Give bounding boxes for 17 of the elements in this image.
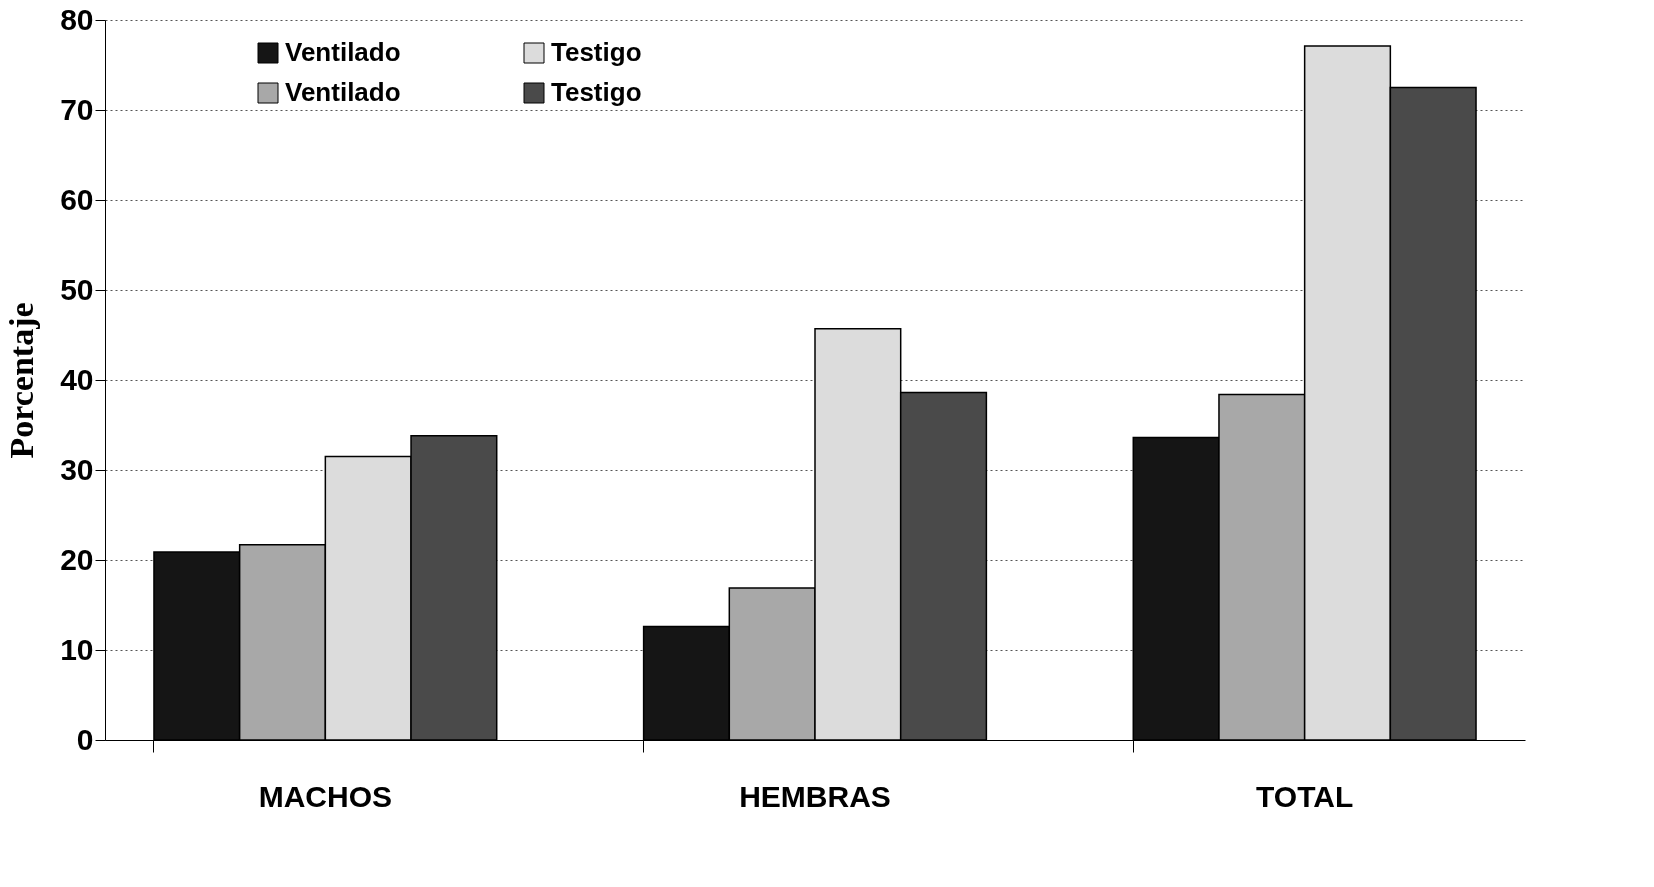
y-tick-label: 70 bbox=[60, 92, 94, 126]
y-axis-title: Porcentaje bbox=[3, 302, 41, 459]
y-tick-label: 60 bbox=[60, 182, 94, 216]
y-tick-label: 0 bbox=[76, 722, 94, 756]
x-tick-label: MACHOS bbox=[258, 779, 393, 813]
x-tick-label: TOTAL bbox=[1256, 779, 1354, 813]
legend-label: Testigo bbox=[551, 77, 642, 107]
legend-label: Ventilado bbox=[285, 37, 401, 67]
y-tick-label: 30 bbox=[60, 452, 94, 486]
y-tick-label: 10 bbox=[60, 632, 94, 666]
y-tick-label: 80 bbox=[60, 2, 94, 36]
legend-label: Ventilado bbox=[285, 77, 401, 107]
y-tick-label: 40 bbox=[60, 362, 94, 396]
x-tick-label: HEMBRAS bbox=[739, 779, 891, 813]
y-tick-label: 50 bbox=[60, 272, 94, 306]
y-tick-label: 20 bbox=[60, 542, 94, 576]
legend-label: Testigo bbox=[551, 37, 642, 67]
